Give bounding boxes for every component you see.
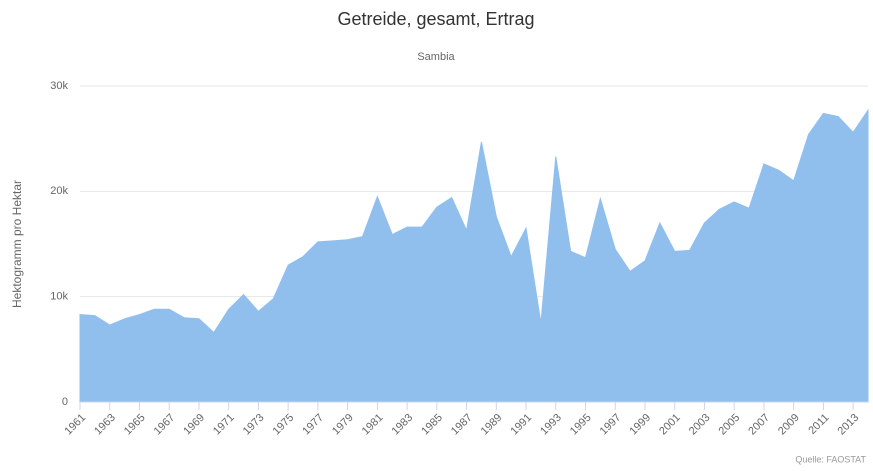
x-tick-label: 1983 <box>389 412 415 438</box>
x-tick-label: 2005 <box>717 412 743 438</box>
x-tick-label: 1993 <box>538 412 564 438</box>
x-tick-label: 1991 <box>508 412 534 438</box>
y-axis-title: Hektogramm pro Hektar <box>10 180 24 308</box>
chart-title: Getreide, gesamt, Ertrag <box>337 9 534 29</box>
y-tick-label: 20k <box>50 185 68 197</box>
x-tick-label: 1997 <box>598 412 624 438</box>
x-tick-label: 1965 <box>122 412 148 438</box>
x-tick-label: 1975 <box>271 412 297 438</box>
y-tick-label: 10k <box>50 291 68 303</box>
credit: Quelle: FAOSTAT <box>795 454 866 464</box>
y-tick-label: 0 <box>62 396 68 408</box>
x-tick-label: 1999 <box>627 412 653 438</box>
x-tick-label: 1985 <box>419 412 445 438</box>
x-tick-label: 1995 <box>568 412 594 438</box>
x-tick-label: 2007 <box>746 412 772 438</box>
x-tick-label: 1963 <box>92 412 118 438</box>
y-tick-label: 30k <box>50 80 68 92</box>
x-tick-label: 2013 <box>836 412 862 438</box>
x-tick-label: 1967 <box>152 412 178 438</box>
x-tick-label: 1981 <box>360 412 386 438</box>
x-tick-label: 1989 <box>479 412 505 438</box>
x-tick-label: 1971 <box>211 412 237 438</box>
x-tick-label: 1961 <box>62 412 88 438</box>
x-tick-label: 1977 <box>300 412 326 438</box>
x-tick-label: 2009 <box>776 412 802 438</box>
x-tick-label: 1969 <box>181 412 207 438</box>
x-tick-label: 1987 <box>449 412 475 438</box>
x-tick-label: 1973 <box>241 412 267 438</box>
x-tick-label: 1979 <box>330 412 356 438</box>
x-tick-label: 2001 <box>657 412 683 438</box>
x-tick-label: 2011 <box>806 412 831 437</box>
chart-subtitle: Sambia <box>417 51 455 63</box>
area <box>79 108 869 403</box>
x-tick-label: 2003 <box>687 412 713 438</box>
